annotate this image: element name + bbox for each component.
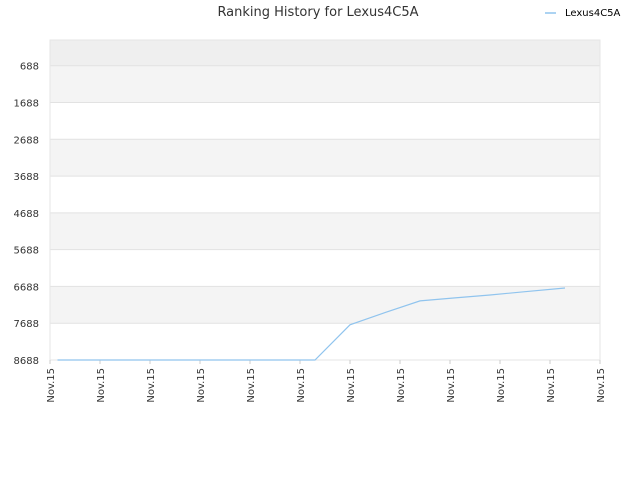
x-tick-label: Nov.15 <box>496 368 507 403</box>
x-tick-label: Nov.15 <box>96 368 107 403</box>
series-line-lexus4c5a <box>57 287 566 361</box>
y-tick-label: 3688 <box>14 172 39 183</box>
y-tick-label: 5688 <box>14 246 39 257</box>
plot-band <box>50 139 600 177</box>
y-tick-label: 8688 <box>14 356 39 367</box>
x-tick-label: Nov.15 <box>296 368 307 403</box>
x-tick-label: Nov.15 <box>346 368 357 403</box>
y-tick-label: 688 <box>20 62 39 73</box>
y-tick-label: 1688 <box>14 99 39 110</box>
y-tick-label: 2688 <box>14 135 39 146</box>
x-tick-label: Nov.15 <box>446 368 457 403</box>
chart-title: Ranking History for Lexus4C5A <box>217 5 418 20</box>
x-tick-label: Nov.15 <box>546 368 557 403</box>
plot-band <box>50 65 600 103</box>
plot-band <box>50 212 600 250</box>
x-axis-ticks: Nov.15 Nov.15 Nov.15 Nov.15 Nov.15 Nov.15 Nov.… <box>46 360 607 403</box>
y-tick-label: 7688 <box>14 319 39 330</box>
x-tick-label: Nov.15 <box>396 368 407 403</box>
x-tick-label: Nov.15 <box>46 368 57 403</box>
x-tick-label: Nov.15 <box>596 368 607 403</box>
plot-band <box>50 40 600 66</box>
legend-label: Lexus4C5A <box>565 8 621 19</box>
x-tick-label: Nov.15 <box>146 368 157 403</box>
y-tick-label: 6688 <box>14 282 39 293</box>
plot-bands <box>50 40 600 324</box>
x-tick-label: Nov.15 <box>196 368 207 403</box>
legend: Lexus4C5A <box>545 8 621 19</box>
series-layer <box>57 287 566 361</box>
plot-band <box>50 286 600 324</box>
plot-border <box>49 39 601 361</box>
y-tick-label: 4688 <box>14 209 39 220</box>
y-axis-ticks: 688 1688 2688 3688 4688 5688 6688 7688 8688 <box>14 62 39 367</box>
x-tick-label: Nov.15 <box>246 368 257 403</box>
